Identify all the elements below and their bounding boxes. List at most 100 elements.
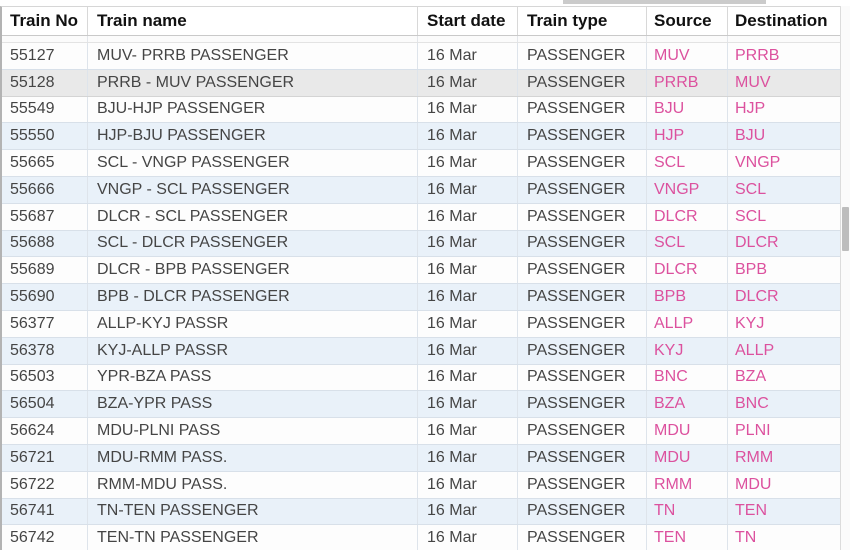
- start-date-cell: 16 Mar: [418, 150, 518, 176]
- table-row[interactable]: 56624 MDU-PLNI PASS 16 Mar PASSENGER MDU…: [2, 418, 840, 445]
- source-link[interactable]: VNGP: [647, 176, 728, 203]
- destination-link[interactable]: TEN: [735, 502, 767, 520]
- destination-link[interactable]: BNC: [735, 395, 769, 413]
- destination-link[interactable]: PLNI: [735, 422, 771, 440]
- start-date-cell: 16 Mar: [418, 444, 518, 471]
- table-row[interactable]: 55549 BJU-HJP PASSENGER 16 Mar PASSENGER…: [2, 96, 840, 124]
- source-link[interactable]: MDU: [647, 444, 728, 471]
- train-type-cell: PASSENGER: [518, 150, 647, 176]
- train-type-cell: PASSENGER: [518, 418, 647, 444]
- destination-link[interactable]: MDU: [735, 475, 772, 493]
- table-row[interactable]: 55666 VNGP - SCL PASSENGER 16 Mar PASSEN…: [2, 176, 840, 204]
- table-row[interactable]: 55550 HJP-BJU PASSENGER 16 Mar PASSENGER…: [2, 123, 840, 151]
- destination-link[interactable]: RMM: [735, 448, 774, 466]
- start-date-cell: 16 Mar: [418, 391, 518, 418]
- header-spacer-row: [2, 36, 840, 43]
- table-row[interactable]: 56742 TEN-TN PASSENGER 16 Mar PASSENGER …: [2, 525, 840, 550]
- column-header-source: Source: [647, 7, 728, 35]
- train-type-cell: PASSENGER: [518, 471, 647, 498]
- table-row[interactable]: 55687 DLCR - SCL PASSENGER 16 Mar PASSEN…: [2, 203, 840, 231]
- train-no-cell: 56504: [2, 391, 88, 418]
- train-table: Train No Train name Start date Train typ…: [0, 6, 840, 550]
- start-date-cell: 16 Mar: [418, 43, 518, 69]
- destination-link[interactable]: MUV: [735, 73, 771, 91]
- destination-link[interactable]: BPB: [735, 261, 768, 279]
- train-type-cell: PASSENGER: [518, 123, 647, 150]
- train-type-cell: PASSENGER: [518, 444, 647, 471]
- destination-link[interactable]: HJP: [735, 100, 766, 118]
- table-row[interactable]: 55665 SCL - VNGP PASSENGER 16 Mar PASSEN…: [2, 150, 840, 177]
- table-row[interactable]: 55128 PRRB - MUV PASSENGER 16 Mar PASSEN…: [2, 69, 840, 97]
- source-link[interactable]: BPB: [647, 284, 728, 310]
- train-no-cell: 55665: [2, 150, 88, 176]
- destination-link[interactable]: PRRB: [735, 46, 780, 64]
- train-type-cell: PASSENGER: [518, 43, 647, 69]
- source-link[interactable]: MDU: [647, 418, 728, 444]
- train-no-cell: 55128: [2, 69, 88, 96]
- source-link[interactable]: DLCR: [647, 203, 728, 230]
- train-name-cell: KYJ-ALLP PASSR: [88, 337, 418, 364]
- train-name-cell: YPR-BZA PASS: [88, 364, 418, 391]
- destination-link[interactable]: VNGP: [735, 154, 781, 172]
- destination-link[interactable]: ALLP: [735, 341, 775, 359]
- destination-link[interactable]: KYJ: [735, 314, 765, 332]
- table-row[interactable]: 56504 BZA-YPR PASS 16 Mar PASSENGER BZA …: [2, 391, 840, 419]
- source-link[interactable]: ALLP: [647, 310, 728, 337]
- train-no-cell: 56624: [2, 418, 88, 444]
- source-link[interactable]: KYJ: [647, 337, 728, 364]
- train-name-cell: MUV- PRRB PASSENGER: [88, 43, 418, 69]
- vertical-scrollbar[interactable]: [840, 6, 850, 550]
- destination-link[interactable]: BZA: [735, 368, 767, 386]
- table-row[interactable]: 56722 RMM-MDU PASS. 16 Mar PASSENGER RMM…: [2, 471, 840, 499]
- destination-link[interactable]: DLCR: [735, 234, 779, 252]
- source-link[interactable]: BJU: [647, 96, 728, 123]
- train-name-cell: DLCR - BPB PASSENGER: [88, 257, 418, 284]
- train-name-cell: ALLP-KYJ PASSR: [88, 310, 418, 337]
- source-link[interactable]: SCL: [647, 230, 728, 257]
- destination-link[interactable]: SCL: [735, 207, 767, 225]
- source-link[interactable]: BNC: [647, 364, 728, 391]
- table-row[interactable]: 56377 ALLP-KYJ PASSR 16 Mar PASSENGER AL…: [2, 310, 840, 338]
- start-date-cell: 16 Mar: [418, 96, 518, 123]
- source-link[interactable]: BZA: [647, 391, 728, 418]
- train-no-cell: 56741: [2, 498, 88, 525]
- destination-link[interactable]: BJU: [735, 127, 766, 145]
- source-link[interactable]: MUV: [647, 43, 728, 69]
- train-name-cell: HJP-BJU PASSENGER: [88, 123, 418, 150]
- table-row[interactable]: 56503 YPR-BZA PASS 16 Mar PASSENGER BNC …: [2, 364, 840, 392]
- train-name-cell: SCL - VNGP PASSENGER: [88, 150, 418, 176]
- destination-link[interactable]: TN: [735, 529, 757, 547]
- train-no-cell: 56378: [2, 337, 88, 364]
- start-date-cell: 16 Mar: [418, 284, 518, 310]
- destination-link[interactable]: DLCR: [735, 288, 779, 306]
- train-no-cell: 55689: [2, 257, 88, 284]
- table-row[interactable]: 56721 MDU-RMM PASS. 16 Mar PASSENGER MDU…: [2, 444, 840, 472]
- train-no-cell: 55127: [2, 43, 88, 69]
- train-name-cell: BZA-YPR PASS: [88, 391, 418, 418]
- start-date-cell: 16 Mar: [418, 525, 518, 550]
- source-link[interactable]: TN: [647, 498, 728, 525]
- source-link[interactable]: RMM: [647, 471, 728, 498]
- source-link[interactable]: DLCR: [647, 257, 728, 284]
- source-link[interactable]: HJP: [647, 123, 728, 150]
- table-row[interactable]: 56378 KYJ-ALLP PASSR 16 Mar PASSENGER KY…: [2, 337, 840, 365]
- table-row[interactable]: 55690 BPB - DLCR PASSENGER 16 Mar PASSEN…: [2, 284, 840, 311]
- start-date-cell: 16 Mar: [418, 257, 518, 284]
- column-header-train-name: Train name: [88, 7, 418, 35]
- table-row[interactable]: 55127 MUV- PRRB PASSENGER 16 Mar PASSENG…: [2, 43, 840, 70]
- destination-link[interactable]: SCL: [735, 180, 767, 198]
- table-row[interactable]: 56741 TN-TEN PASSENGER 16 Mar PASSENGER …: [2, 498, 840, 526]
- train-type-cell: PASSENGER: [518, 257, 647, 284]
- source-link[interactable]: TEN: [647, 525, 728, 550]
- table-row[interactable]: 55689 DLCR - BPB PASSENGER 16 Mar PASSEN…: [2, 257, 840, 285]
- source-link[interactable]: PRRB: [647, 69, 728, 96]
- table-header-row: Train No Train name Start date Train typ…: [2, 7, 840, 36]
- source-link[interactable]: SCL: [647, 150, 728, 176]
- train-type-cell: PASSENGER: [518, 364, 647, 391]
- table-row[interactable]: 55688 SCL - DLCR PASSENGER 16 Mar PASSEN…: [2, 230, 840, 258]
- start-date-cell: 16 Mar: [418, 230, 518, 257]
- train-no-cell: 55690: [2, 284, 88, 310]
- train-no-cell: 56721: [2, 444, 88, 471]
- scrollbar-thumb[interactable]: [842, 207, 849, 251]
